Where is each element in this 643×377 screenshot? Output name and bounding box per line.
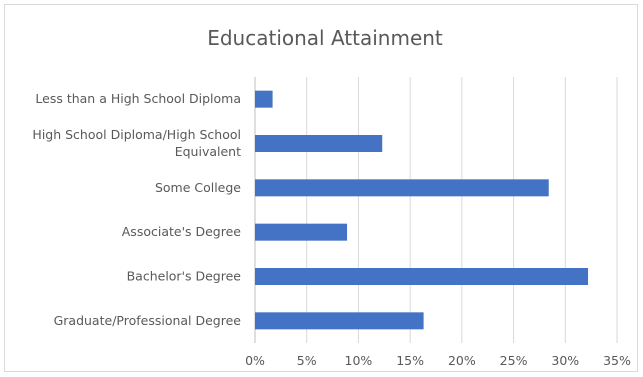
x-tick-label: 20%	[448, 353, 476, 368]
category-label: Some College	[155, 180, 241, 195]
chart-area: Educational Attainment Less than a High …	[4, 4, 638, 372]
bar	[255, 312, 424, 330]
category-label: Graduate/Professional Degree	[54, 313, 242, 328]
bar	[255, 90, 273, 108]
x-tick-label: 5%	[297, 353, 317, 368]
bars	[255, 90, 589, 330]
x-tick-label: 0%	[245, 353, 265, 368]
chart-title: Educational Attainment	[207, 26, 443, 50]
x-tick-label: 10%	[345, 353, 373, 368]
gridlines	[254, 77, 618, 343]
bar	[255, 135, 383, 152]
category-label: Less than a High School Diploma	[35, 91, 241, 106]
category-label: Bachelor's Degree	[127, 269, 242, 284]
x-axis-tick-labels: 0% 5% 10% 15% 20% 25% 30% 35%	[245, 353, 631, 368]
category-label: Associate's Degree	[122, 224, 242, 239]
category-label: High School Diploma/High School Equivalen…	[32, 127, 241, 159]
bar	[255, 223, 348, 241]
x-tick-label: 25%	[500, 353, 528, 368]
x-tick-label: 30%	[551, 353, 579, 368]
bar-chart: Educational Attainment Less than a High …	[32, 26, 631, 368]
bar	[255, 268, 589, 285]
x-tick-label: 15%	[396, 353, 424, 368]
bar	[255, 179, 549, 197]
x-tick-label: 35%	[603, 353, 631, 368]
category-labels: Less than a High School Diploma High Scho…	[32, 91, 241, 328]
